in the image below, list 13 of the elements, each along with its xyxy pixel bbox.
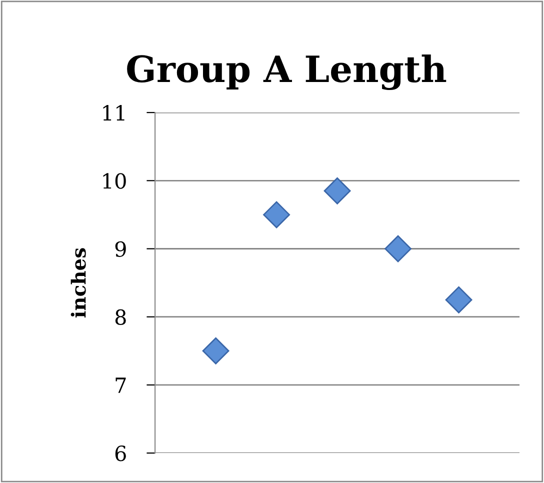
y-tick-label: 9 [115, 241, 126, 257]
y-tick-label: 10 [103, 173, 126, 189]
y-tick-label: 6 [115, 446, 126, 462]
y-tick-label: 8 [115, 309, 126, 326]
y-axis-title: inches [70, 248, 86, 318]
y-tick-label: 7 [116, 378, 126, 393]
point [202, 337, 230, 364]
point [324, 177, 351, 204]
point [445, 286, 472, 314]
chart-title: Group A Length [127, 54, 446, 90]
y-tick-label: 11 [103, 104, 124, 120]
point [384, 235, 412, 262]
point [263, 201, 290, 228]
